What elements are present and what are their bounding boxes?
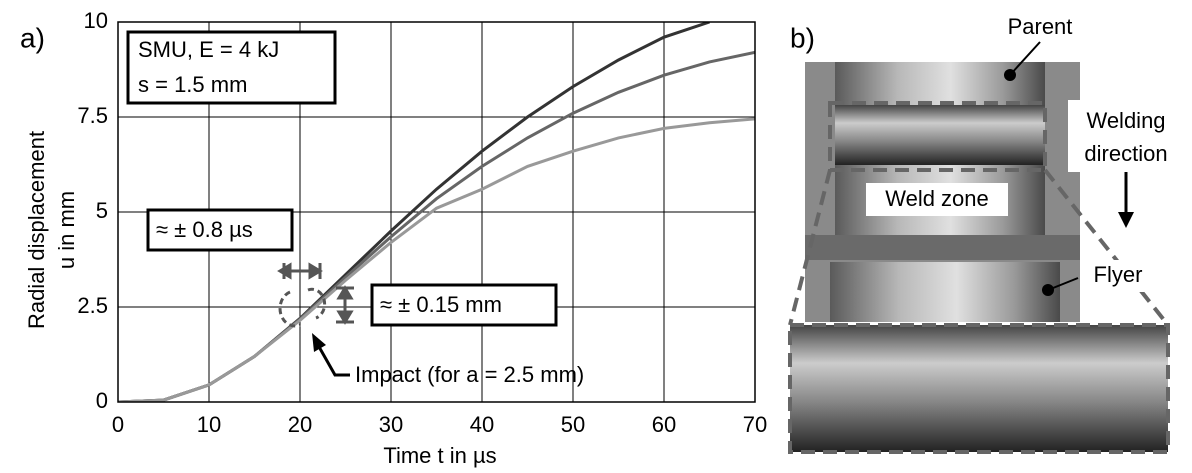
x-tick-label: 70 [743,412,767,437]
annotation: Impact (for a = 2.5 mm) [355,362,584,387]
y-tick-label: 5 [96,198,108,223]
panel-label: a) [20,22,45,53]
y-tick-label: 7.5 [77,103,108,128]
y-axis-label: u in mm [54,191,79,269]
x-tick-label: 0 [112,412,124,437]
photo-label: Flyer [1094,262,1143,287]
x-tick-label: 40 [470,412,494,437]
lines [118,22,755,402]
y-axis-label: Radial displacement [24,131,49,329]
label-bg [1068,100,1186,172]
photo-label: Welding [1086,108,1165,133]
plot-frame [117,21,756,403]
x-tick-label: 30 [379,412,403,437]
photo-label: Parent [1008,14,1073,39]
annotation: ≈ ± 0.8 µs [156,217,253,242]
series-line [118,117,755,402]
y-tick-label: 10 [84,8,108,33]
annotation: ≈ ± 0.15 mm [380,292,502,317]
photo-label: Weld zone [885,186,989,211]
x-axis-label: Time t in µs [383,443,496,468]
x-tick-label: 10 [197,412,221,437]
annotation-box [126,30,337,105]
label-bg [866,183,1008,216]
x-tick-label: 20 [288,412,312,437]
y-tick-label: 0 [96,388,108,413]
label-bg [1080,260,1156,292]
photo-label: direction [1084,141,1167,166]
x-tick-label: 60 [652,412,676,437]
panel-label: b) [790,22,815,53]
scatter-markers [277,262,354,328]
annotation: SMU, E = 4 kJ [138,37,279,62]
annotation-box [146,208,294,252]
x-tick-label: 50 [561,412,585,437]
y-tick-label: 2.5 [77,293,108,318]
annotation-box [370,283,558,327]
impact-arrow [312,333,350,377]
annotation: s = 1.5 mm [138,72,247,97]
